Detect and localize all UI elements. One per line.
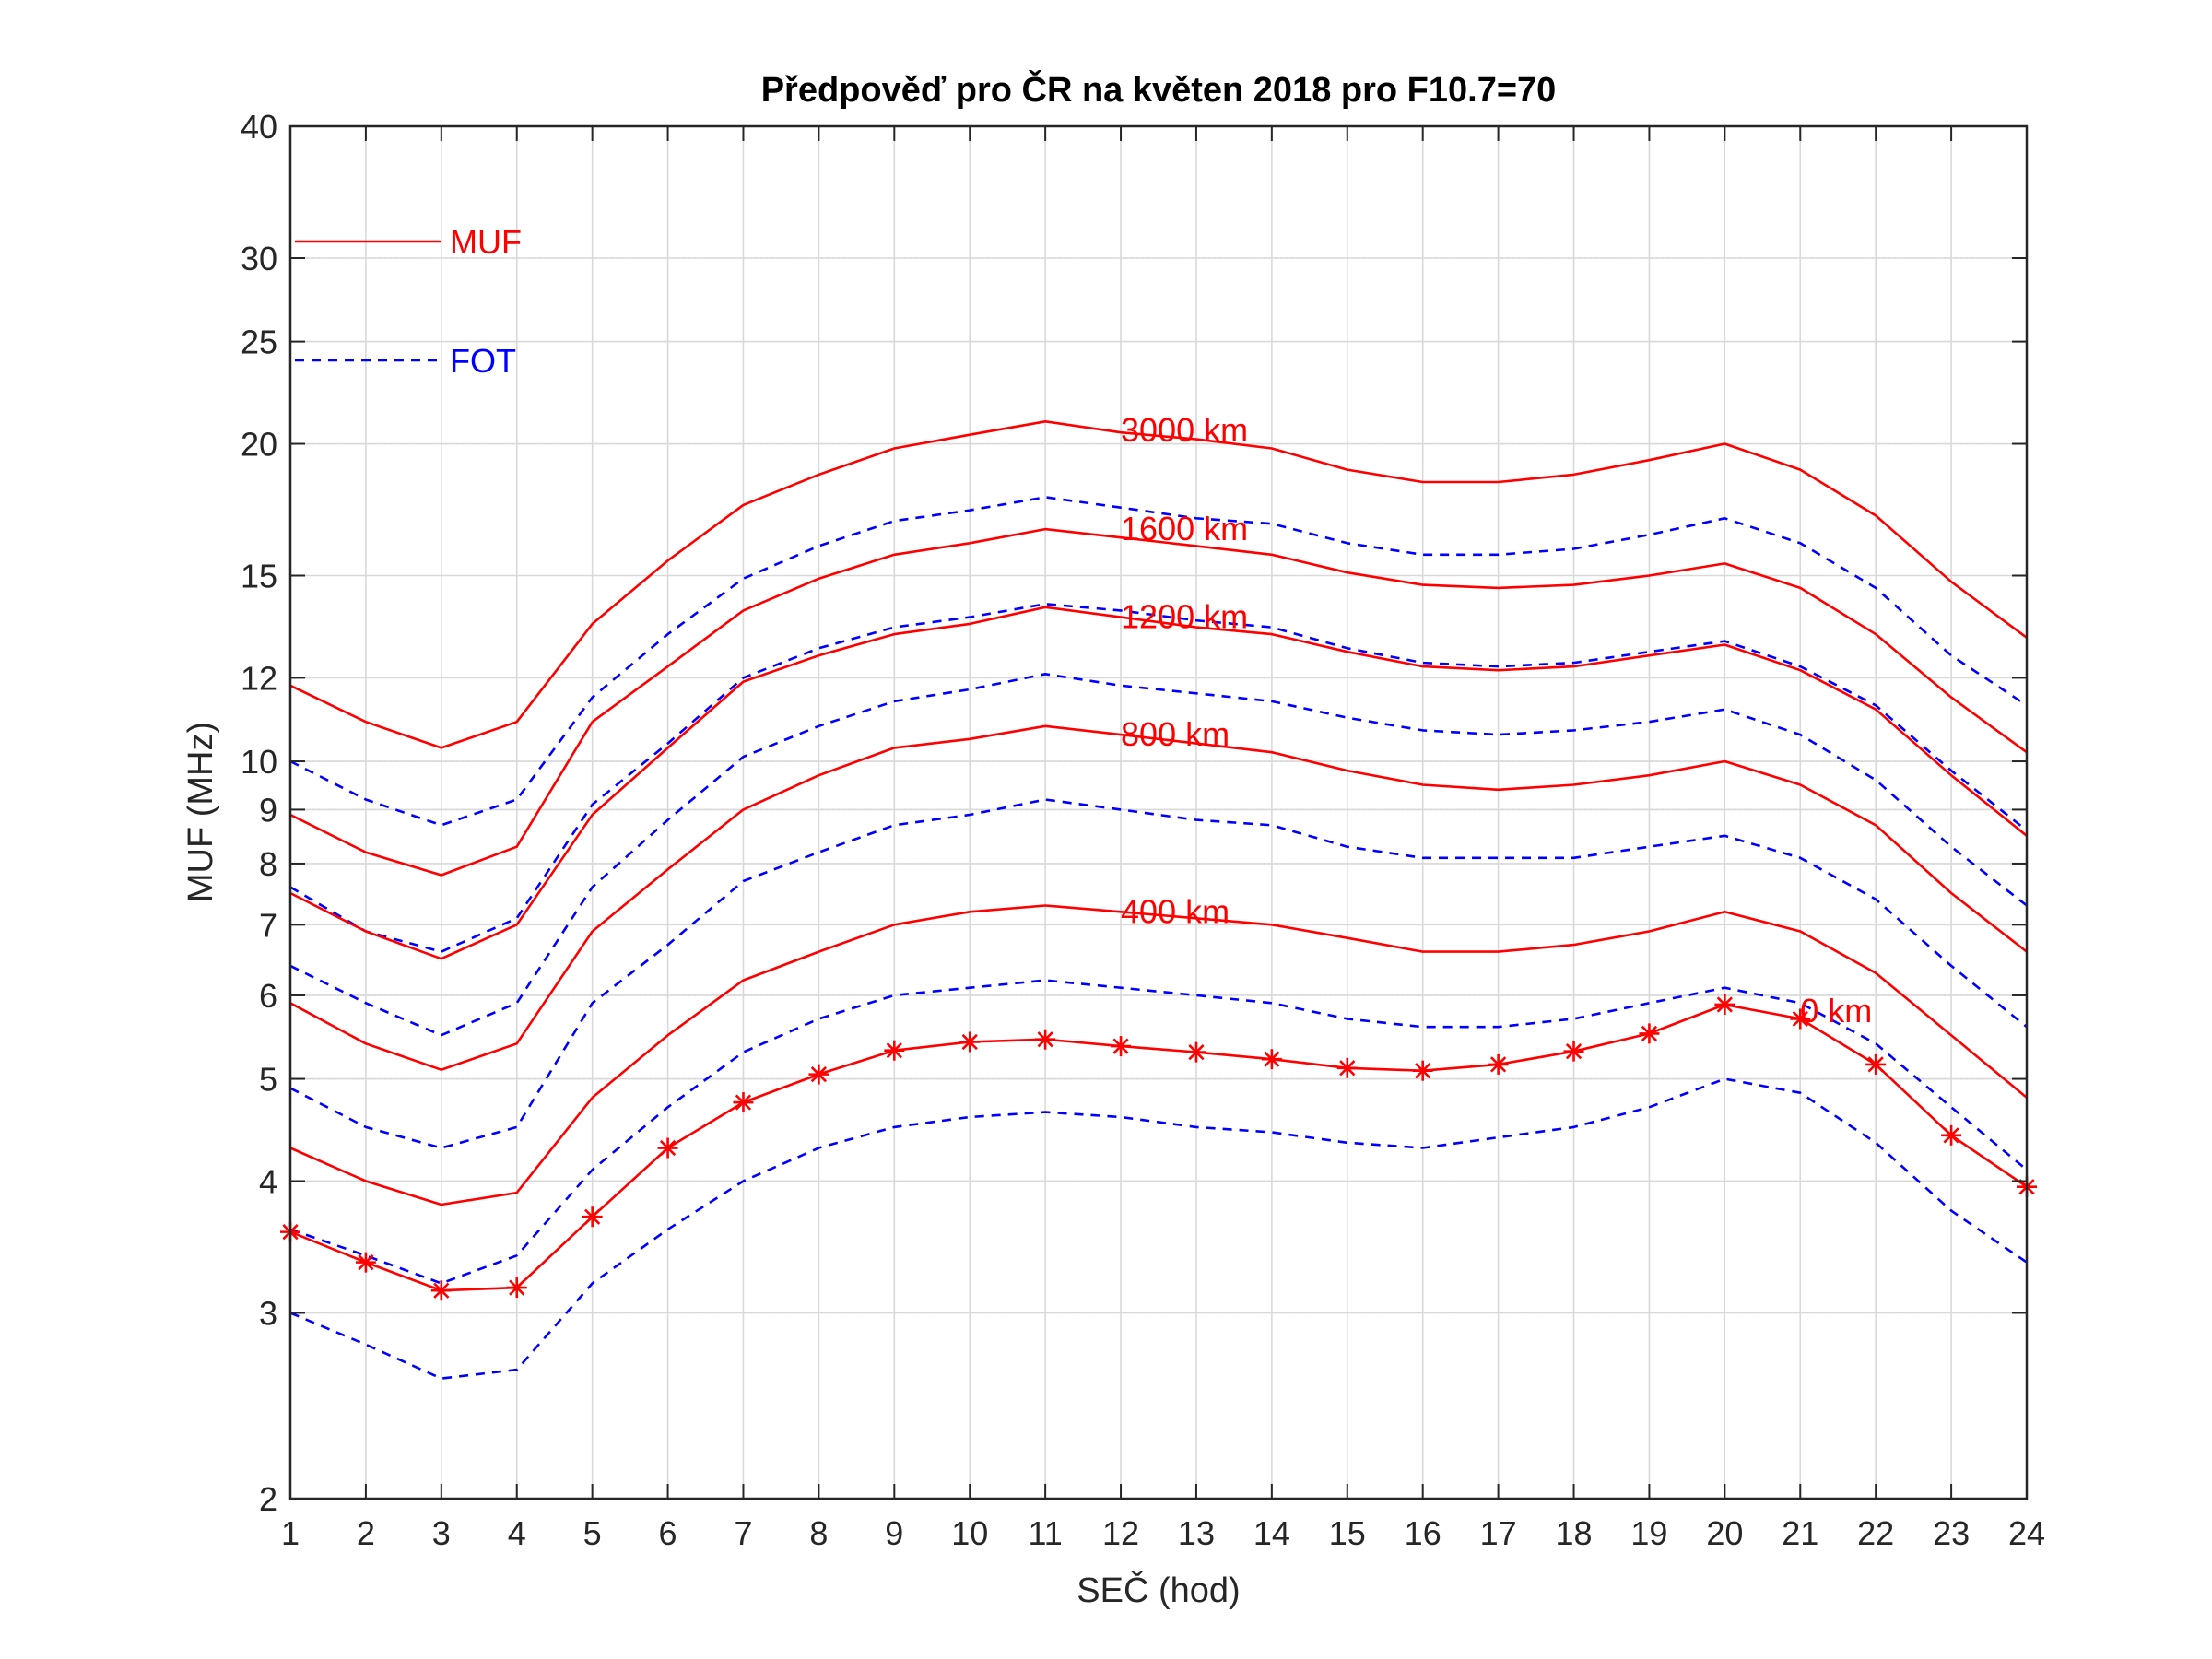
distance-annotation: 3000 km [1121,411,1248,449]
muf-line-10 [289,1003,2028,1292]
x-tick-label: 9 [885,1514,903,1552]
star-marker [1714,994,1735,1015]
x-tick-label: 4 [508,1514,526,1552]
legend: MUF FOT [295,223,522,380]
x-tick-label: 1 [281,1514,300,1552]
star-marker [1035,1029,1056,1050]
ticks: 1 2 3 4 5 6 7 8 9 10 11 12 13 14 15 16 17 18 19 20 21 22 23 242… [241,108,2045,1552]
y-tick-label: 15 [241,558,277,595]
x-tick-label: 6 [659,1514,677,1552]
x-tick-label: 21 [1782,1514,1818,1552]
y-tick-label: 5 [259,1061,277,1099]
legend-muf-label: MUF [450,223,522,261]
x-tick-label: 22 [1857,1514,1894,1552]
star-marker [1488,1053,1509,1075]
plot-frame [288,124,2029,1500]
y-tick-label: 20 [241,426,277,464]
y-tick-label: 25 [241,324,277,361]
x-tick-label: 14 [1253,1514,1290,1552]
star-marker [1111,1036,1132,1057]
fot-line-1 [289,496,2028,827]
muf-line-2 [289,527,2028,877]
fot-line-7 [289,798,2028,1149]
series-layer [280,419,2037,1380]
star-marker [657,1137,678,1159]
star-marker [582,1206,603,1228]
x-tick-label: 19 [1630,1514,1667,1552]
star-marker [1941,1124,1962,1146]
star-marker [959,1031,981,1053]
x-tick-label: 23 [1933,1514,1970,1552]
muf-line-4 [289,606,2028,960]
star-marker [1865,1053,1887,1075]
y-tick-label: 3 [259,1294,277,1332]
star-marker [1563,1041,1584,1062]
y-tick-label: 8 [259,845,277,883]
star-marker [506,1277,527,1299]
star-marker [733,1092,754,1113]
x-tick-label: 11 [1028,1514,1062,1552]
star-marker [430,1280,452,1301]
x-axis-label: SEČ (hod) [1077,1570,1240,1610]
y-tick-label: 7 [259,906,277,944]
y-axis-label: MUF (MHz) [182,722,220,902]
star-marker [1336,1057,1358,1078]
x-tick-label: 8 [809,1514,828,1552]
x-tick-label: 2 [357,1514,375,1552]
x-tick-label: 3 [432,1514,451,1552]
star-marker [1790,1008,1811,1030]
star-marker [1185,1041,1206,1063]
x-tick-label: 17 [1480,1514,1517,1552]
x-tick-label: 10 [951,1514,988,1552]
y-tick-label: 4 [259,1162,277,1200]
x-tick-label: 5 [583,1514,602,1552]
muf-line-6 [289,724,2028,1071]
y-tick-label: 9 [259,791,277,829]
x-tick-label: 15 [1329,1514,1366,1552]
x-tick-label: 24 [2008,1514,2045,1552]
distance-annotation: 0 km [1800,992,1872,1030]
distance-annotation: 800 km [1121,715,1230,753]
distance-annotation: 400 km [1121,892,1230,930]
distance-annotation: 1600 km [1121,510,1248,547]
fot-line-5 [289,672,2028,1037]
fot-line-9 [289,979,2028,1285]
y-tick-label: 30 [241,240,277,277]
star-marker [1261,1049,1282,1070]
y-tick-label: 2 [259,1480,277,1518]
x-tick-label: 18 [1555,1514,1592,1552]
star-marker [1412,1060,1433,1081]
star-marker [355,1252,376,1273]
y-tick-label: 12 [241,659,277,697]
x-tick-label: 16 [1405,1514,1441,1552]
y-tick-label: 10 [241,743,277,781]
muf-line-0 [289,419,2028,749]
muf-line-8 [289,904,2028,1206]
distance-annotation: 1200 km [1121,598,1248,636]
fot-line-11 [289,1077,2028,1380]
x-tick-label: 12 [1102,1514,1139,1552]
star-marker [1639,1023,1660,1044]
annotations: 3000 km 1600 km 1200 km 800 km 400 km 0 km [1121,411,1872,1030]
legend-fot-label: FOT [450,342,516,380]
star-marker [884,1040,905,1061]
x-tick-label: 13 [1178,1514,1215,1552]
y-tick-label: 40 [241,108,277,146]
chart-title: Předpověď pro ČR na květen 2018 pro F10.… [761,68,1557,110]
fot-line-3 [289,602,2028,953]
x-tick-label: 20 [1706,1514,1743,1552]
x-tick-label: 7 [734,1514,752,1552]
y-tick-label: 6 [259,977,277,1015]
star-marker [808,1064,830,1085]
